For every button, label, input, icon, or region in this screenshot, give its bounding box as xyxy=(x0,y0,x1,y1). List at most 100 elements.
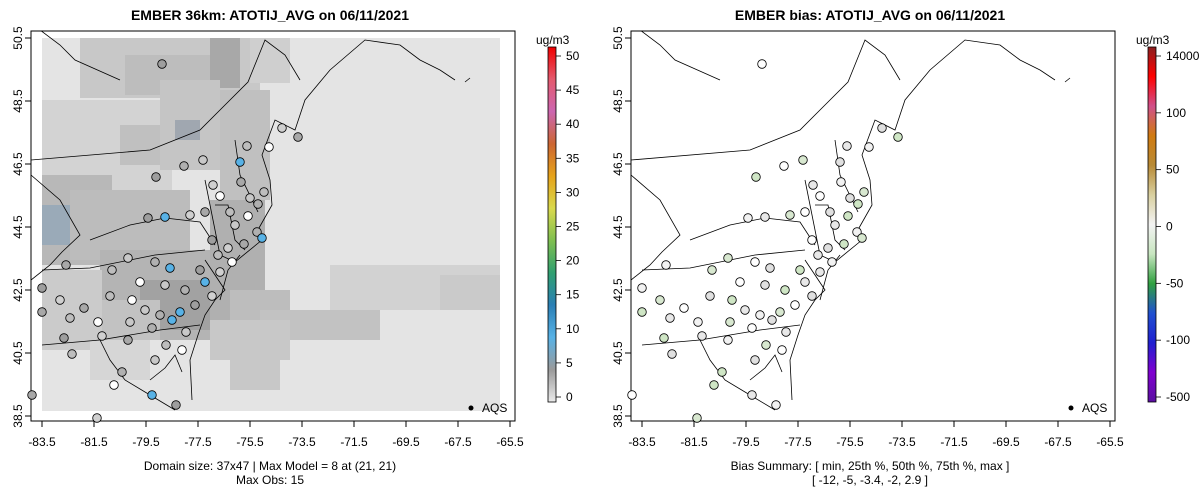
aqs-site-marker xyxy=(171,400,181,410)
aqs-site-marker xyxy=(207,235,217,245)
y-tick-label: 44.5 xyxy=(611,215,625,239)
aqs-site-marker xyxy=(123,253,133,263)
aqs-site-marker xyxy=(79,303,89,313)
aqs-site-marker xyxy=(779,161,789,171)
aqs-site-marker xyxy=(705,291,715,301)
aqs-site-marker xyxy=(223,243,233,253)
right-map-panel: EMBER bias: ATOTIJ_AVG on 06/11/2021 -83… xyxy=(611,7,1199,487)
x-tick-label: -81.5 xyxy=(680,435,708,449)
x-tick-label: -81.5 xyxy=(80,435,108,449)
aqs-site-marker xyxy=(200,207,210,217)
aqs-site-marker xyxy=(637,307,647,317)
y-tick-label: 38.5 xyxy=(11,404,25,428)
aqs-site-marker xyxy=(37,283,47,293)
aqs-site-marker xyxy=(107,265,117,275)
aqs-site-marker xyxy=(760,212,770,222)
aqs-site-marker xyxy=(160,280,170,290)
aqs-site-marker xyxy=(845,193,855,203)
colorbar-unit: ug/m3 xyxy=(536,33,570,47)
aqs-site-marker xyxy=(165,263,175,273)
x-tick-label: -73.5 xyxy=(888,435,916,449)
aqs-site-marker xyxy=(842,141,852,151)
x-tick-label: -71.5 xyxy=(940,435,968,449)
colorbar-tick-label: 40 xyxy=(566,117,580,131)
aqs-site-marker xyxy=(277,123,287,133)
aqs-site-marker xyxy=(293,132,303,142)
aqs-site-marker xyxy=(161,340,171,350)
aqs-site-marker xyxy=(123,335,133,345)
x-tick-label: -77.5 xyxy=(784,435,812,449)
aqs-site-marker xyxy=(815,267,825,277)
aqs-site-marker xyxy=(743,213,753,223)
aqs-site-marker xyxy=(857,233,867,243)
aqs-site-marker xyxy=(215,267,225,277)
aqs-site-marker xyxy=(813,250,823,260)
aqs-site-marker xyxy=(105,291,115,301)
aqs-site-marker xyxy=(264,142,274,152)
aqs-site-marker xyxy=(780,285,790,295)
y-tick-label: 46.5 xyxy=(11,152,25,176)
x-tick-label: -67.5 xyxy=(1044,435,1072,449)
aqs-site-marker xyxy=(143,213,153,223)
aqs-site-marker xyxy=(215,191,225,201)
aqs-site-marker xyxy=(723,335,733,345)
colorbar-tick-label: 45 xyxy=(566,83,580,97)
aqs-site-marker xyxy=(765,263,775,273)
aqs-site-marker xyxy=(795,265,805,275)
aqs-site-marker xyxy=(245,193,255,203)
aqs-site-marker xyxy=(109,380,119,390)
aqs-site-marker xyxy=(750,257,760,267)
aqs-site-marker xyxy=(800,277,810,287)
colorbar-tick-label: 25 xyxy=(566,220,580,234)
aqs-site-marker xyxy=(830,220,840,230)
aqs-site-marker xyxy=(893,132,903,142)
aqs-site-marker xyxy=(198,155,208,165)
aqs-site-marker xyxy=(800,207,810,217)
aqs-site-marker xyxy=(637,283,647,293)
x-tick-label: -69.5 xyxy=(392,435,420,449)
aqs-site-marker xyxy=(208,180,218,190)
aqs-site-marker xyxy=(236,177,246,187)
aqs-site-marker xyxy=(790,300,800,310)
aqs-site-marker xyxy=(242,141,252,151)
x-tick-label: -75.5 xyxy=(836,435,864,449)
model-grid-field xyxy=(42,38,500,411)
colorbar-tick-label: 0 xyxy=(1166,220,1173,234)
x-tick-label: -65.5 xyxy=(1096,435,1124,449)
y-tick-label: 50.5 xyxy=(611,26,625,50)
aqs-site-marker xyxy=(135,277,145,287)
aqs-site-marker xyxy=(751,172,761,182)
aqs-site-marker xyxy=(852,227,862,237)
y-tick-label: 42.5 xyxy=(11,278,25,302)
aqs-site-marker xyxy=(692,413,702,423)
colorbar-tick-label: 20 xyxy=(566,254,580,268)
aqs-site-marker xyxy=(808,180,818,190)
aqs-site-marker xyxy=(185,210,195,220)
aqs-site-marker xyxy=(781,327,791,337)
x-tick-label: -73.5 xyxy=(288,435,316,449)
aqs-site-marker xyxy=(125,317,135,327)
y-tick-label: 40.5 xyxy=(611,341,625,365)
aqs-site-marker xyxy=(697,331,707,341)
aqs-site-marker xyxy=(760,280,770,290)
aqs-site-marker xyxy=(709,380,719,390)
aqs-site-marker xyxy=(827,257,837,267)
aqs-site-marker xyxy=(750,355,760,365)
colorbar-tick-label: 100 xyxy=(1166,106,1186,120)
aqs-site-marker xyxy=(655,295,665,305)
aqs-site-marker xyxy=(815,191,825,201)
max-obs: Max Obs: 15 xyxy=(236,473,304,487)
aqs-site-marker xyxy=(877,123,887,133)
aqs-site-marker xyxy=(259,187,269,197)
aqs-site-marker xyxy=(243,211,253,221)
bias-summary-values: [ -12, -5, -3.4, -2, 2.9 ] xyxy=(812,473,928,487)
domain-summary: Domain size: 37x47 | Max Model = 8 at (2… xyxy=(144,459,396,473)
aqs-site-marker xyxy=(150,257,160,267)
aqs-site-marker xyxy=(160,212,170,222)
colorbar-tick-label: 5 xyxy=(566,356,573,370)
aqs-site-marker xyxy=(839,239,849,249)
aqs-site-marker xyxy=(253,199,263,209)
colorbar-tick-label: 15 xyxy=(566,288,580,302)
aqs-site-marker xyxy=(190,300,200,310)
aqs-site-marker xyxy=(127,295,137,305)
